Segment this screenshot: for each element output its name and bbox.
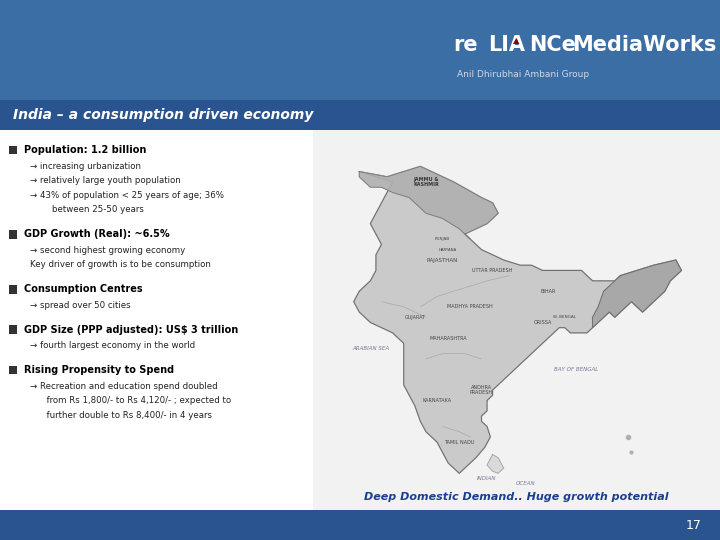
Bar [0,130,720,510]
Text: GUJARAT: GUJARAT [404,315,426,320]
Text: ▲: ▲ [513,36,519,45]
Text: Key driver of growth is to be consumption: Key driver of growth is to be consumptio… [30,260,211,269]
Text: NCe: NCe [529,35,576,55]
Text: → spread over 50 cities: → spread over 50 cities [30,301,131,310]
Text: Deep Domestic Demand.. Huge growth potential: Deep Domestic Demand.. Huge growth poten… [364,492,669,502]
Text: ORISSA: ORISSA [534,320,552,325]
Bar [9,146,17,154]
Bar [9,230,17,239]
Bar [9,366,17,374]
Polygon shape [354,166,681,473]
Text: TAMIL NADU: TAMIL NADU [444,440,474,444]
Text: 17: 17 [686,518,702,532]
Text: Anil Dhirubhai Ambani Group: Anil Dhirubhai Ambani Group [457,70,590,79]
Text: → 43% of population < 25 years of age; 36%: → 43% of population < 25 years of age; 3… [30,191,224,200]
Text: → fourth largest economy in the world: → fourth largest economy in the world [30,341,195,350]
Text: ANDHRA
PRADESH: ANDHRA PRADESH [470,384,493,395]
Bar [0,130,313,510]
Text: from Rs 1,800/- to Rs 4,120/- ; expected to: from Rs 1,800/- to Rs 4,120/- ; expected… [30,396,231,405]
Text: ARABIAN SEA: ARABIAN SEA [352,346,389,351]
Text: Consumption Centres: Consumption Centres [24,285,143,294]
Polygon shape [593,260,681,328]
Text: BAY OF BENGAL: BAY OF BENGAL [554,367,598,372]
Polygon shape [359,166,498,239]
Bar [0,0,720,100]
Text: RAJASTHAN: RAJASTHAN [427,258,458,262]
Text: → second highest growing economy: → second highest growing economy [30,246,186,255]
Text: MAHARASHTRA: MAHARASHTRA [429,335,467,341]
Text: GDP Growth (Real): ~6.5%: GDP Growth (Real): ~6.5% [24,230,169,239]
Bar [9,326,17,334]
Text: GDP Size (PPP adjusted): US$ 3 trillion: GDP Size (PPP adjusted): US$ 3 trillion [24,325,238,335]
Bar [0,100,720,130]
Text: re: re [454,35,478,55]
Text: MediaWorks: MediaWorks [572,35,717,55]
Text: INDIAN: INDIAN [477,476,497,481]
Text: → Recreation and education spend doubled: → Recreation and education spend doubled [30,382,218,390]
Text: BIHAR: BIHAR [541,289,556,294]
Text: PUNJAB: PUNJAB [435,237,450,241]
Text: Population: 1.2 billion: Population: 1.2 billion [24,145,146,155]
Text: between 25-50 years: between 25-50 years [30,206,144,214]
Bar [0,510,720,540]
Text: LIA: LIA [488,35,525,55]
Text: → relatively large youth population: → relatively large youth population [30,176,181,185]
Text: OCEAN: OCEAN [516,481,536,486]
Polygon shape [487,455,504,473]
Text: → increasing urbanization: → increasing urbanization [30,161,141,171]
Text: W. BENGAL: W. BENGAL [553,315,576,319]
Text: India – a consumption driven economy: India – a consumption driven economy [13,108,313,122]
Bar [9,285,17,294]
Text: UTTAR PRADESH: UTTAR PRADESH [472,268,513,273]
Text: further double to Rs 8,400/- in 4 years: further double to Rs 8,400/- in 4 years [30,411,212,420]
Text: JAMMU &
KASHMIR: JAMMU & KASHMIR [413,177,438,187]
Text: HARYANA: HARYANA [439,248,457,252]
Text: KARNATAKA: KARNATAKA [423,398,451,403]
Text: MADHYA PRADESH: MADHYA PRADESH [448,305,493,309]
Text: Rising Propensity to Spend: Rising Propensity to Spend [24,365,174,375]
